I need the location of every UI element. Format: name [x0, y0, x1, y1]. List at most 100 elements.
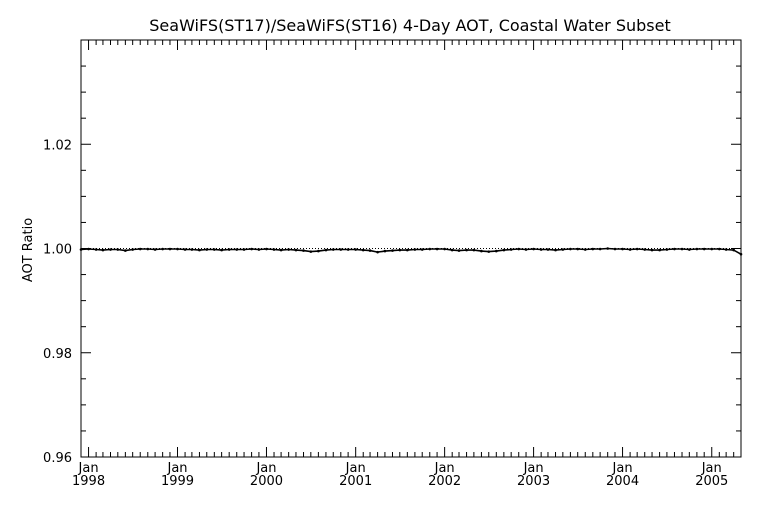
data-point	[227, 248, 231, 251]
data-point	[190, 248, 194, 251]
chart-title: SeaWiFS(ST17)/SeaWiFS(ST16) 4-Day AOT, C…	[149, 16, 670, 35]
data-point	[257, 248, 261, 251]
y-tick-label: 0.96	[43, 451, 72, 466]
data-point	[561, 248, 565, 251]
data-point	[569, 247, 572, 251]
data-point	[710, 247, 714, 251]
data-point	[435, 247, 439, 251]
x-tick-month: Jan	[78, 461, 99, 476]
data-point	[583, 248, 587, 251]
y-tick-label: 1.00	[43, 243, 72, 258]
axis-ticks	[80, 39, 742, 458]
data-point	[650, 248, 654, 252]
data-point	[138, 247, 142, 251]
x-tick-month: Jan	[701, 461, 722, 476]
x-tick-year: 2002	[428, 474, 461, 489]
data-point	[673, 247, 676, 251]
data-point	[235, 248, 239, 251]
data-point	[339, 248, 343, 251]
data-point	[450, 248, 454, 252]
data-point	[376, 250, 379, 254]
series-layer	[79, 247, 743, 256]
x-tick-year: 1999	[161, 474, 194, 489]
data-point	[457, 249, 461, 252]
data-point	[302, 249, 305, 252]
data-point	[702, 247, 706, 251]
data-point	[695, 247, 699, 251]
data-point	[331, 248, 335, 251]
data-point	[465, 248, 468, 252]
data-point	[250, 247, 253, 251]
x-tick-month: Jan	[345, 461, 366, 476]
data-point	[368, 249, 372, 252]
x-tick-year: 1998	[72, 474, 105, 489]
data-point	[487, 250, 491, 253]
data-point	[539, 248, 543, 251]
data-point	[317, 249, 320, 253]
y-tick-label: 1.02	[43, 138, 72, 153]
series-line	[80, 247, 742, 255]
data-point	[732, 248, 735, 252]
data-point	[146, 247, 150, 251]
data-point	[294, 248, 298, 252]
data-point	[495, 249, 498, 253]
data-point	[613, 247, 617, 251]
data-point	[205, 248, 209, 251]
x-tick-year: 2001	[339, 474, 372, 489]
data-point	[153, 248, 157, 251]
data-point	[272, 248, 276, 251]
x-tick-month: Jan	[434, 461, 455, 476]
data-point	[124, 249, 127, 252]
data-point	[628, 248, 632, 251]
data-point	[309, 250, 313, 253]
data-point	[242, 248, 246, 251]
data-point	[532, 247, 535, 251]
data-point	[220, 248, 223, 252]
data-point	[420, 248, 424, 251]
data-point	[287, 248, 290, 251]
data-point	[635, 247, 639, 251]
data-point	[524, 248, 528, 251]
data-point	[472, 248, 476, 252]
data-point	[502, 248, 506, 252]
data-point	[413, 248, 417, 251]
data-point	[718, 247, 721, 251]
data-point	[598, 247, 602, 251]
x-tick-month: Jan	[255, 461, 276, 476]
data-point	[665, 248, 669, 251]
data-point	[346, 248, 350, 251]
x-tick-month: Jan	[523, 461, 544, 476]
data-point	[213, 248, 216, 251]
data-point	[265, 247, 268, 251]
data-point	[101, 248, 105, 252]
data-point	[168, 247, 172, 251]
data-point	[87, 247, 90, 251]
data-point	[116, 248, 120, 251]
x-tick-year: 2005	[695, 474, 728, 489]
data-point	[361, 248, 365, 252]
data-point	[724, 248, 728, 251]
y-axis-title: AOT Ratio	[21, 218, 36, 282]
data-point	[658, 248, 661, 252]
data-point	[94, 248, 98, 251]
data-point	[621, 247, 624, 251]
data-point	[480, 249, 483, 253]
data-point	[279, 248, 283, 252]
data-point	[391, 249, 394, 252]
data-point	[443, 247, 446, 251]
data-point	[176, 247, 179, 251]
data-point	[109, 248, 112, 251]
data-point	[383, 249, 387, 253]
data-point	[428, 247, 432, 251]
data-point	[183, 248, 187, 251]
data-point	[606, 247, 609, 250]
data-point	[131, 248, 134, 251]
data-point	[643, 248, 647, 251]
data-point	[198, 248, 201, 252]
data-point	[398, 248, 402, 252]
data-point	[739, 252, 743, 256]
y-tick-label: 0.98	[43, 347, 72, 362]
tick-labels: 0.960.981.001.02Jan1998Jan1999Jan2000Jan…	[43, 138, 728, 489]
x-tick-year: 2000	[250, 474, 283, 489]
data-point	[680, 247, 684, 251]
